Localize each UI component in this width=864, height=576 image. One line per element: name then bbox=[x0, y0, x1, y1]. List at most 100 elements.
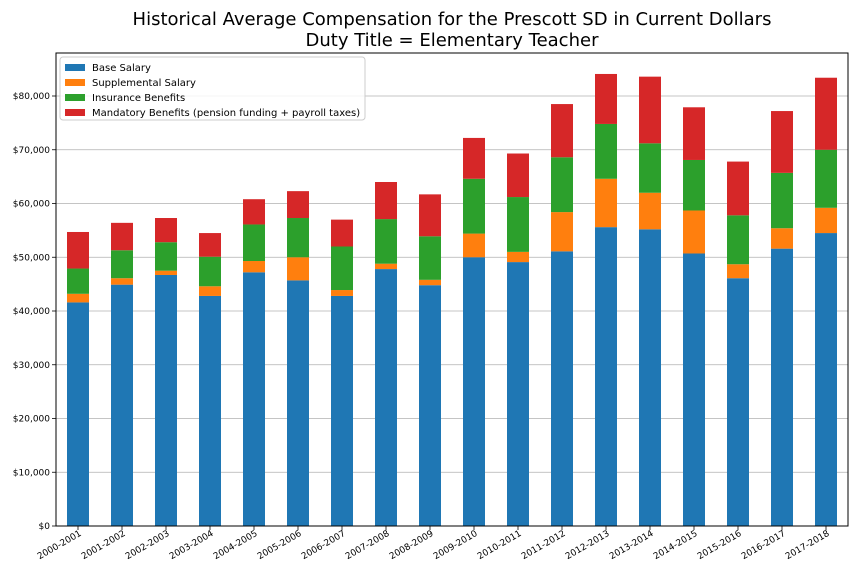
bar-segment bbox=[771, 228, 793, 249]
bar-segment bbox=[771, 172, 793, 229]
x-tick-label: 2015-2016 bbox=[696, 529, 744, 562]
y-tick-label: $0 bbox=[39, 522, 51, 532]
bar-segment bbox=[727, 264, 749, 279]
legend-swatch bbox=[65, 79, 85, 86]
bar-segment bbox=[199, 286, 221, 296]
x-axis: 2000-20012001-20022002-20032003-20042004… bbox=[36, 526, 832, 562]
bar-segment bbox=[331, 290, 353, 296]
bar-segment bbox=[199, 256, 221, 287]
bar-segment bbox=[683, 210, 705, 254]
y-tick-label: $60,000 bbox=[13, 200, 50, 210]
y-tick-label: $40,000 bbox=[13, 307, 50, 317]
bar-segment bbox=[639, 229, 661, 527]
x-tick-label: 2002-2003 bbox=[124, 529, 171, 562]
x-tick-label: 2000-2001 bbox=[36, 529, 83, 562]
legend-swatch bbox=[65, 109, 85, 116]
x-tick-label: 2012-2013 bbox=[564, 529, 611, 562]
bar-segment bbox=[551, 157, 573, 213]
gridlines bbox=[56, 95, 848, 527]
bar-segment bbox=[243, 261, 265, 273]
bar-segment bbox=[111, 284, 133, 526]
bar-segment bbox=[419, 285, 441, 526]
legend-label: Mandatory Benefits (pension funding + pa… bbox=[92, 108, 360, 119]
bar-segment bbox=[155, 274, 177, 526]
bar-segment bbox=[551, 104, 573, 158]
bar-segment bbox=[331, 246, 353, 291]
x-tick-label: 2008-2009 bbox=[388, 529, 436, 562]
bar-segment bbox=[111, 222, 133, 251]
bar-segment bbox=[551, 212, 573, 252]
bar-segment bbox=[595, 227, 617, 526]
bar-segment bbox=[67, 293, 89, 303]
bar-segment bbox=[727, 161, 749, 216]
legend-label: Supplemental Salary bbox=[92, 78, 196, 89]
bar-segment bbox=[639, 76, 661, 144]
chart-title: Historical Average Compensation for the … bbox=[133, 9, 772, 30]
bar-segment bbox=[507, 153, 529, 198]
y-tick-label: $20,000 bbox=[13, 415, 50, 425]
y-tick-label: $10,000 bbox=[13, 468, 50, 478]
bar-segment bbox=[67, 231, 89, 269]
bar-segment bbox=[551, 251, 573, 526]
bar-segment bbox=[375, 182, 397, 220]
bar-segment bbox=[595, 178, 617, 228]
bar-segment bbox=[287, 257, 309, 281]
bar-segment bbox=[287, 280, 309, 526]
bar-segment bbox=[639, 192, 661, 230]
bar-segment bbox=[375, 263, 397, 270]
bar-segment bbox=[727, 215, 749, 265]
bar-segment bbox=[419, 236, 441, 280]
x-tick-label: 2007-2008 bbox=[344, 529, 392, 562]
x-tick-label: 2010-2011 bbox=[476, 529, 523, 562]
bar-segment bbox=[287, 218, 309, 258]
bar-segment bbox=[507, 251, 529, 263]
legend-box bbox=[59, 56, 366, 121]
bars bbox=[67, 73, 837, 527]
bar-segment bbox=[815, 207, 837, 234]
x-tick-label: 2016-2017 bbox=[740, 529, 787, 562]
bar-segment bbox=[815, 77, 837, 150]
bar-segment bbox=[67, 268, 89, 294]
x-tick-label: 2004-2005 bbox=[212, 529, 259, 562]
bar-segment bbox=[243, 272, 265, 526]
bar-segment bbox=[419, 279, 441, 286]
bar-segment bbox=[815, 149, 837, 208]
bar-segment bbox=[815, 233, 837, 526]
x-tick-label: 2013-2014 bbox=[608, 529, 656, 562]
bar-segment bbox=[463, 257, 485, 526]
bar-segment bbox=[463, 178, 485, 234]
bar-segment bbox=[771, 111, 793, 173]
bar-segment bbox=[155, 242, 177, 271]
x-tick-label: 2005-2006 bbox=[256, 529, 304, 562]
legend: Base Salary Supplemental Salary Insurance … bbox=[59, 56, 366, 121]
chart-subtitle: Duty Title = Elementary Teacher bbox=[306, 30, 600, 51]
bar-segment bbox=[199, 233, 221, 257]
legend-label: Base Salary bbox=[92, 63, 151, 74]
bar-segment bbox=[375, 269, 397, 526]
bar-segment bbox=[507, 197, 529, 252]
x-tick-label: 2009-2010 bbox=[432, 529, 480, 562]
bar-segment bbox=[375, 219, 397, 264]
bar-segment bbox=[771, 248, 793, 526]
bar-segment bbox=[463, 233, 485, 258]
bar-segment bbox=[111, 278, 133, 285]
bar-segment bbox=[287, 191, 309, 219]
bar-segment bbox=[595, 73, 617, 124]
legend-label: Insurance Benefits bbox=[92, 93, 185, 104]
bar-segment bbox=[683, 159, 705, 211]
bar-segment bbox=[683, 107, 705, 160]
x-tick-label: 2006-2007 bbox=[300, 529, 347, 562]
bar-segment bbox=[111, 250, 133, 279]
y-tick-label: $50,000 bbox=[13, 253, 50, 263]
y-axis: $0 $10,000 $20,000 $30,000 $40,000 $50,000 $60… bbox=[13, 92, 56, 532]
bar-segment bbox=[419, 194, 441, 237]
bar-segment bbox=[331, 219, 353, 247]
bar-segment bbox=[243, 224, 265, 262]
bar-segment bbox=[595, 123, 617, 179]
legend-swatch bbox=[65, 94, 85, 101]
x-tick-label: 2017-2018 bbox=[784, 529, 832, 562]
bar-segment bbox=[463, 137, 485, 179]
x-tick-label: 2001-2002 bbox=[80, 529, 127, 562]
bar-segment bbox=[683, 253, 705, 527]
